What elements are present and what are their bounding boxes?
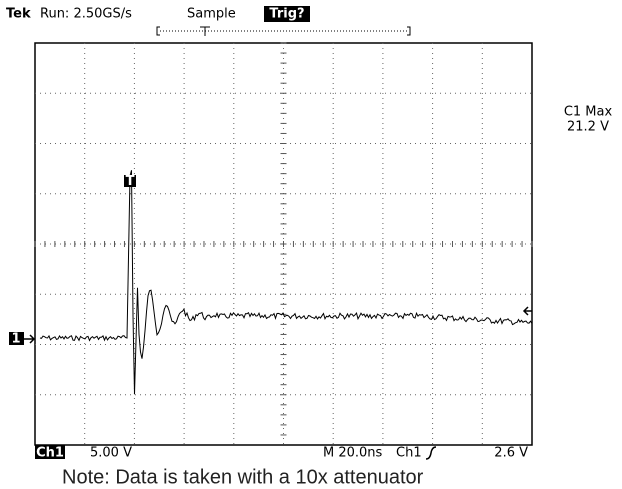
channel-arrow	[24, 334, 36, 344]
acq-mode: Sample	[187, 7, 236, 22]
record-bracket	[156, 26, 411, 36]
trigger-level-arrow	[522, 306, 532, 316]
footer-timebase: M 20.0ns	[323, 446, 383, 461]
trigger-status: Trig?	[269, 7, 304, 22]
footer-scale: 5.00 V	[90, 446, 132, 461]
note: Note: Data is taken with a 10x attenuato…	[62, 466, 424, 488]
run-rate: Run: 2.50GS/s	[40, 7, 132, 22]
measurement-label: C1 Max	[564, 105, 613, 120]
trigger-status-box	[264, 6, 310, 22]
footer-trigger-source: Ch1	[396, 446, 422, 461]
trigger-marker-box	[124, 175, 136, 187]
footer-channel-box	[35, 445, 65, 459]
trigger-marker: T	[126, 174, 135, 189]
footer-channel: Ch1	[36, 446, 64, 461]
channel-marker-box	[9, 332, 24, 345]
graticule	[34, 42, 533, 445]
channel-marker: 1	[11, 332, 20, 347]
measurement-value: 21.2 V	[567, 120, 609, 135]
trigger-slope	[425, 446, 437, 460]
footer-trigger-level: 2.6 V	[494, 446, 528, 461]
brand: Tek	[6, 7, 31, 22]
waveform-trace	[39, 170, 533, 395]
